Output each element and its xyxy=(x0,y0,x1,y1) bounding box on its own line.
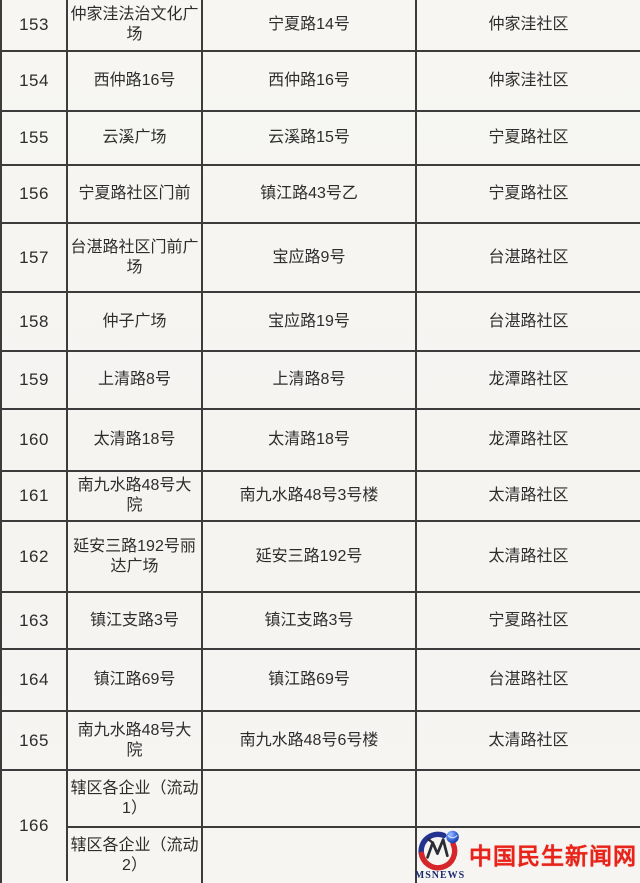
community-cell: 宁夏路社区 xyxy=(488,185,569,202)
table-row: 161 南九水路48号大院 南九水路48号3号楼 太清路社区 xyxy=(2,472,640,522)
row-number: 159 xyxy=(2,352,68,408)
address-cell xyxy=(203,828,417,883)
address-cell: 镇江路69号 xyxy=(203,650,417,710)
row-number: 160 xyxy=(2,410,68,470)
row-number: 158 xyxy=(2,293,68,350)
community-cell: 宁夏路社区 xyxy=(488,611,569,629)
table-row: 157 台湛路社区门前广场 宝应路9号 台湛路社区 xyxy=(2,224,640,293)
row-number: 156 xyxy=(2,166,68,222)
table-subrow: 辖区各企业（流动2） xyxy=(68,828,640,883)
address-cell: 太清路18号 xyxy=(203,410,417,470)
site-name-cell: 台湛路社区门前广场 xyxy=(68,224,203,291)
address-cell: 延安三路192号 xyxy=(203,522,417,591)
table-subrow: 辖区各企业（流动1） xyxy=(68,771,640,828)
table-row: 163 镇江支路3号 镇江支路3号 宁夏路社区 xyxy=(2,593,640,650)
community-cell: 龙潭路社区 xyxy=(488,431,569,448)
table-row: 164 镇江路69号 镇江路69号 台湛路社区 xyxy=(2,650,640,712)
site-name-cell: 辖区各企业（流动1） xyxy=(68,771,203,826)
community-cell: 太清路社区 xyxy=(488,487,569,504)
row-number: 163 xyxy=(2,593,68,648)
row-number: 166 xyxy=(2,771,68,881)
row-number: 153 xyxy=(2,0,68,50)
site-name-cell: 南九水路48号大院 xyxy=(68,712,203,769)
community-cell xyxy=(417,771,640,826)
row-number: 164 xyxy=(2,650,68,710)
community-cell: 龙潭路社区 xyxy=(488,371,569,388)
address-cell: 宝应路9号 xyxy=(203,224,417,291)
site-name-cell: 仲子广场 xyxy=(68,293,203,350)
community-cell: 台湛路社区 xyxy=(488,248,569,266)
row-number: 162 xyxy=(2,522,68,591)
address-cell: 宁夏路14号 xyxy=(203,0,417,50)
site-name-cell: 辖区各企业（流动2） xyxy=(68,828,203,883)
address-cell: 上清路8号 xyxy=(203,352,417,408)
site-name-cell: 上清路8号 xyxy=(68,352,203,408)
community-cell: 宁夏路社区 xyxy=(488,129,569,146)
address-cell: 宝应路19号 xyxy=(203,293,417,350)
msnews-watermark: MSNEWS 中国民生新闻网 xyxy=(413,826,638,882)
site-name-cell: 延安三路192号丽达广场 xyxy=(68,522,203,591)
msnews-abbr-label: MSNEWS xyxy=(414,870,466,881)
site-name-cell: 宁夏路社区门前 xyxy=(68,166,203,222)
community-cell: 台湛路社区 xyxy=(488,312,569,330)
row-number: 154 xyxy=(2,52,68,110)
table-row: 153 仲家洼法治文化广场 宁夏路14号 仲家洼社区 xyxy=(2,0,640,52)
site-name-cell: 太清路18号 xyxy=(68,410,203,470)
row-number: 165 xyxy=(2,712,68,769)
address-cell: 云溪路15号 xyxy=(203,112,417,164)
table-row: 159 上清路8号 上清路8号 龙潭路社区 xyxy=(2,352,640,410)
watermark-site-name: 中国民生新闻网 xyxy=(469,843,637,869)
site-name-cell: 云溪广场 xyxy=(68,112,203,164)
table-row: 154 西仲路16号 西仲路16号 仲家洼社区 xyxy=(2,52,640,112)
address-cell: 南九水路48号6号楼 xyxy=(203,712,417,769)
address-cell: 西仲路16号 xyxy=(203,52,417,110)
community-cell: 仲家洼社区 xyxy=(488,16,569,33)
address-cell xyxy=(203,771,417,826)
community-cell: 仲家洼社区 xyxy=(488,72,569,89)
table-row: 165 南九水路48号大院 南九水路48号6号楼 太清路社区 xyxy=(2,712,640,771)
table-row: 158 仲子广场 宝应路19号 台湛路社区 xyxy=(2,293,640,352)
row-number: 161 xyxy=(2,472,68,520)
community-cell: 太清路社区 xyxy=(488,731,569,749)
site-name-cell: 镇江支路3号 xyxy=(68,593,203,648)
row-number: 157 xyxy=(2,224,68,291)
site-name-cell: 镇江路69号 xyxy=(68,650,203,710)
table-row: 160 太清路18号 太清路18号 龙潭路社区 xyxy=(2,410,640,472)
community-cell: 太清路社区 xyxy=(488,547,569,565)
row-number: 155 xyxy=(2,112,68,164)
address-cell: 镇江路43号乙 xyxy=(203,166,417,222)
table-row: 155 云溪广场 云溪路15号 宁夏路社区 xyxy=(2,112,640,166)
msnews-globe-swoosh-logo-icon: MSNEWS xyxy=(413,826,465,882)
site-name-cell: 西仲路16号 xyxy=(68,52,203,110)
site-name-cell: 南九水路48号大院 xyxy=(68,472,203,520)
site-name-cell: 仲家洼法治文化广场 xyxy=(68,0,203,50)
table-row: 162 延安三路192号丽达广场 延安三路192号 太清路社区 xyxy=(2,522,640,593)
community-cell: 台湛路社区 xyxy=(488,671,569,688)
address-cell: 南九水路48号3号楼 xyxy=(203,472,417,520)
table-row-166: 166 辖区各企业（流动1） 辖区各企业（流动2） xyxy=(2,771,640,883)
address-cell: 镇江支路3号 xyxy=(203,593,417,648)
table-row: 156 宁夏路社区门前 镇江路43号乙 宁夏路社区 xyxy=(2,166,640,224)
